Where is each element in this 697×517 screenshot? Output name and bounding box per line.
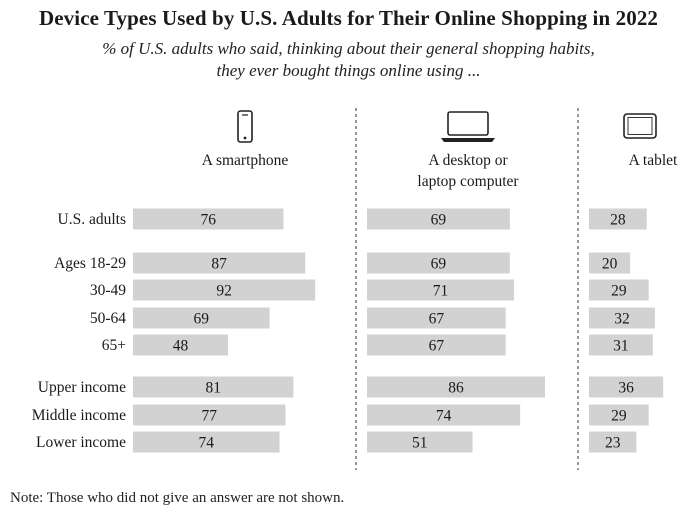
bar (589, 279, 649, 301)
bar (367, 404, 521, 426)
row-label: 30-49 (90, 282, 126, 299)
row-label: 65+ (102, 337, 126, 354)
laptop-icon (447, 111, 489, 136)
bar-value-label: 28 (610, 212, 626, 229)
laptop-base (441, 138, 495, 142)
bar (589, 334, 653, 356)
bar-value-label: 32 (614, 311, 630, 328)
bar-value-label: 67 (429, 311, 445, 328)
bar (133, 279, 316, 301)
bar (589, 252, 631, 274)
bar-value-label: 29 (611, 408, 627, 425)
series-header-2-line-1: A desktop or (428, 152, 508, 169)
bar-value-label: 77 (201, 408, 217, 425)
bar (367, 208, 510, 230)
bar-value-label: 36 (618, 380, 634, 397)
bar-value-label: 87 (211, 256, 227, 273)
bar-value-label: 48 (173, 338, 189, 355)
bar (367, 334, 506, 356)
bar (367, 376, 546, 398)
bar (589, 404, 649, 426)
row-label: 50-64 (90, 310, 126, 327)
series-header-2-line-2: laptop computer (417, 173, 519, 190)
bar (589, 208, 647, 230)
row-label: Ages 18-29 (54, 255, 126, 272)
bar-value-label: 69 (431, 256, 447, 273)
subtitle-line-1: % of U.S. adults who said, thinking abou… (102, 39, 595, 58)
bar (589, 307, 655, 329)
row-label: Middle income (32, 407, 126, 424)
bar-value-label: 51 (412, 435, 428, 452)
bar (133, 334, 229, 356)
bar-value-label: 74 (436, 408, 452, 425)
bar (367, 307, 506, 329)
bar (367, 279, 514, 301)
bar (133, 404, 286, 426)
tablet-screen (627, 117, 653, 135)
bar-value-label: 86 (448, 380, 464, 397)
bar (133, 307, 270, 329)
subtitle-line-2: they ever bought things online using ... (216, 61, 481, 80)
bar-value-label: 74 (199, 435, 215, 452)
chart-title: Device Types Used by U.S. Adults for The… (38, 6, 659, 30)
bar-value-label: 69 (431, 212, 447, 229)
chart-note: Note: Those who did not give an answer a… (10, 490, 345, 506)
bar (589, 376, 664, 398)
bar (133, 431, 280, 453)
bar-value-label: 92 (216, 283, 232, 300)
bar-value-label: 23 (605, 435, 621, 452)
smartphone-icon (237, 110, 253, 143)
bar (133, 208, 284, 230)
bar-value-label: 76 (200, 212, 216, 229)
bar (133, 376, 294, 398)
row-label: Upper income (38, 379, 126, 396)
bar-value-label: 29 (611, 283, 627, 300)
bar (367, 431, 473, 453)
smartphone-button (243, 136, 247, 140)
series-header-3: A tablet (629, 152, 678, 169)
tablet-icon (623, 113, 657, 139)
row-label: U.S. adults (58, 211, 126, 228)
bar-value-label: 31 (613, 338, 629, 355)
chart-subtitle: % of U.S. adults who said, thinking abou… (0, 38, 697, 82)
row-label: Lower income (36, 434, 126, 451)
bar-value-label: 67 (429, 338, 445, 355)
bar-value-label: 81 (205, 380, 221, 397)
bar (589, 431, 637, 453)
bar (367, 252, 510, 274)
bar (133, 252, 306, 274)
series-header-1: A smartphone (202, 152, 289, 169)
bar-value-label: 69 (194, 311, 210, 328)
bar-value-label: 20 (602, 256, 618, 273)
bar-value-label: 71 (433, 283, 449, 300)
